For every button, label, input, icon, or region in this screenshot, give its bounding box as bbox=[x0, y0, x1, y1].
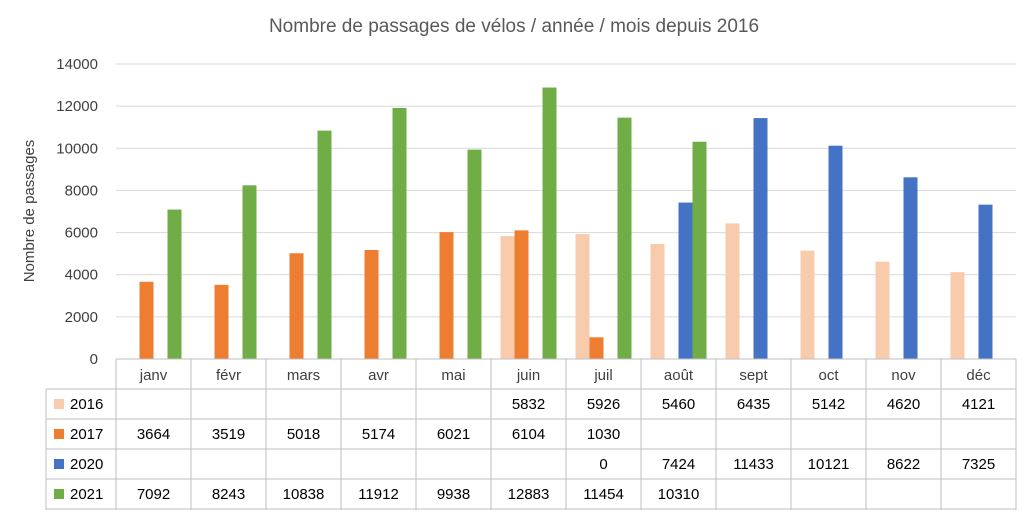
gridlines bbox=[116, 63, 1016, 318]
category-label: mars bbox=[287, 367, 320, 384]
bar-2021-févr bbox=[242, 185, 257, 359]
bar-2017-mars bbox=[289, 253, 304, 359]
bar-2016-déc bbox=[950, 272, 965, 359]
bar-2020-oct bbox=[828, 145, 843, 359]
bar-2020-août bbox=[678, 202, 693, 359]
table-cell: 10121 bbox=[808, 456, 850, 473]
table-cell: 3664 bbox=[137, 426, 170, 443]
y-tick-label: 8000 bbox=[65, 182, 98, 199]
category-label: juin bbox=[516, 367, 540, 384]
category-label: mai bbox=[441, 367, 465, 384]
bar-2017-juin bbox=[514, 230, 529, 359]
bar-2021-mai bbox=[467, 149, 482, 359]
table-cell: 5460 bbox=[662, 396, 695, 413]
category-label: déc bbox=[966, 367, 991, 384]
bar-2020-nov bbox=[903, 177, 918, 359]
bar-2017-févr bbox=[214, 284, 229, 359]
table-cell: 11912 bbox=[358, 486, 399, 503]
table-cell: 11433 bbox=[733, 456, 774, 473]
legend-key-2021 bbox=[54, 489, 64, 499]
bar-2020-sept bbox=[753, 118, 768, 359]
bar-2017-juil bbox=[589, 337, 604, 359]
table-cell: 5832 bbox=[512, 396, 545, 413]
category-label: sept bbox=[739, 367, 768, 384]
bar-2021-avr bbox=[392, 107, 407, 359]
y-tick-label: 2000 bbox=[65, 309, 98, 326]
table-cell: 9938 bbox=[437, 486, 470, 503]
category-label: août bbox=[664, 367, 694, 384]
table-cell: 5174 bbox=[362, 426, 395, 443]
table-cell: 7424 bbox=[662, 456, 695, 473]
bar-2016-nov bbox=[875, 261, 890, 359]
category-label: févr bbox=[216, 367, 241, 384]
series-name: 2017 bbox=[70, 426, 103, 443]
series-name: 2021 bbox=[70, 486, 103, 503]
table-cell: 8243 bbox=[212, 486, 245, 503]
table-cell: 5018 bbox=[287, 426, 320, 443]
bar-2016-oct bbox=[800, 250, 815, 359]
table-cell: 10310 bbox=[658, 486, 700, 503]
bar-2016-juin bbox=[500, 236, 515, 359]
bar-2017-avr bbox=[364, 249, 379, 359]
table-cell: 3519 bbox=[212, 426, 245, 443]
table-cell: 11454 bbox=[583, 486, 624, 503]
table-cell: 4121 bbox=[962, 396, 995, 413]
table-cell: 6435 bbox=[737, 396, 770, 413]
table-cell: 10838 bbox=[283, 486, 325, 503]
chart-title: Nombre de passages de vélos / année / mo… bbox=[269, 16, 759, 37]
bar-2020-déc bbox=[978, 204, 993, 359]
bar-2016-juil bbox=[575, 234, 590, 359]
bar-2021-juin bbox=[542, 87, 557, 359]
bar-2017-janv bbox=[139, 281, 154, 359]
legend-key-2017 bbox=[54, 429, 64, 439]
legend-key-2016 bbox=[54, 399, 64, 409]
table-cell: 6104 bbox=[512, 426, 545, 443]
legend-key-2020 bbox=[54, 459, 64, 469]
y-axis-label: Nombre de passages bbox=[21, 140, 38, 283]
table-cell: 7092 bbox=[137, 486, 170, 503]
series-name: 2016 bbox=[70, 396, 103, 413]
table-cell: 7325 bbox=[962, 456, 995, 473]
table-cell: 5142 bbox=[812, 396, 845, 413]
bar-2021-mars bbox=[317, 130, 332, 359]
category-label: avr bbox=[368, 367, 389, 384]
y-tick-label: 4000 bbox=[65, 267, 98, 284]
y-tick-label: 14000 bbox=[56, 56, 98, 73]
table-cell: 0 bbox=[599, 456, 607, 473]
y-tick-label: 0 bbox=[90, 351, 98, 368]
bars bbox=[139, 87, 993, 359]
bar-2016-sept bbox=[725, 223, 740, 359]
category-label: oct bbox=[818, 367, 839, 384]
category-label: janv bbox=[139, 367, 168, 384]
category-label: juil bbox=[593, 367, 612, 384]
table-cell: 6021 bbox=[437, 426, 470, 443]
table-cell: 1030 bbox=[587, 426, 620, 443]
table-cell: 4620 bbox=[887, 396, 920, 413]
table-cell: 12883 bbox=[508, 486, 550, 503]
table-cell: 5926 bbox=[587, 396, 620, 413]
table-cell: 8622 bbox=[887, 456, 920, 473]
bar-2021-juil bbox=[617, 117, 632, 359]
y-axis-ticks: 0 2000 4000 6000 8000 10000 12000 14000 bbox=[56, 56, 98, 368]
y-tick-label: 6000 bbox=[65, 225, 98, 242]
bar-2021-août bbox=[692, 141, 707, 359]
category-label: nov bbox=[891, 367, 916, 384]
bar-2016-août bbox=[650, 243, 665, 359]
bar-2017-mai bbox=[439, 232, 454, 359]
y-tick-label: 12000 bbox=[56, 98, 98, 115]
data-table: janv févr mars avr mai juin juil août sept oct nov… bbox=[45, 358, 1017, 510]
y-tick-label: 10000 bbox=[56, 140, 98, 157]
bar-2021-janv bbox=[167, 209, 182, 359]
series-name: 2020 bbox=[70, 456, 103, 473]
